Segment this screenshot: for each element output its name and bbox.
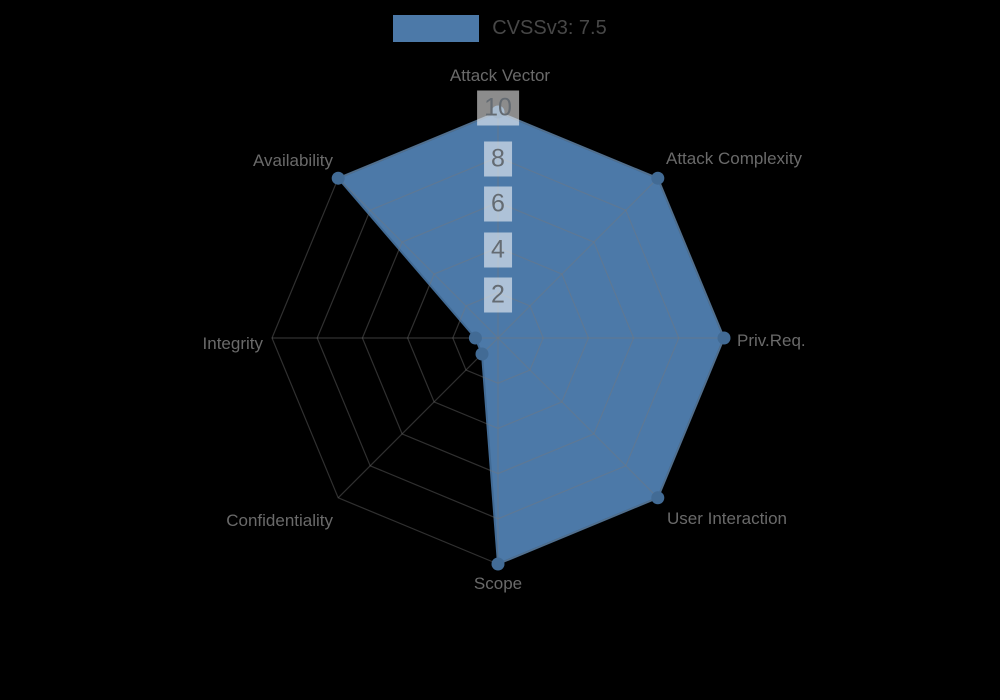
data-point[interactable]: [491, 557, 505, 571]
axis-label-scope: Scope: [473, 573, 523, 593]
axis-label-attack-complexity: Attack Complexity: [666, 148, 803, 168]
legend-item[interactable]: CVSSv3: 7.5: [0, 15, 1000, 42]
tick-label-2: 2: [484, 277, 512, 313]
tick-label-6: 6: [484, 186, 512, 222]
data-point[interactable]: [468, 331, 482, 345]
data-point[interactable]: [717, 331, 731, 345]
data-point[interactable]: [475, 347, 489, 361]
grid-spoke: [337, 337, 499, 499]
tick-label-4: 4: [484, 232, 512, 268]
axis-label-priv-req: Priv.Req.: [737, 330, 806, 350]
axis-label-integrity: Integrity: [202, 333, 263, 353]
axis-label-user-interaction: User Interaction: [667, 508, 787, 528]
grid-spoke: [497, 337, 659, 499]
axis-label-confidentiality: Confidentiality: [226, 510, 333, 530]
data-point[interactable]: [651, 491, 665, 505]
grid-spoke: [497, 177, 659, 339]
axis-label-attack-vector: Attack Vector: [449, 65, 551, 85]
legend-swatch: [393, 15, 480, 42]
tick-label-8: 8: [484, 141, 512, 177]
grid-ring: [316, 156, 680, 520]
grid-spoke: [337, 177, 499, 339]
axis-label-availability: Availability: [252, 150, 333, 170]
grid-ring: [361, 201, 635, 475]
grid-ring: [406, 246, 590, 430]
grid-ring: [452, 292, 544, 384]
legend-label: CVSSv3: 7.5: [492, 17, 607, 39]
tick-label-10: 10: [477, 90, 519, 126]
data-point[interactable]: [651, 171, 665, 185]
data-point[interactable]: [331, 171, 345, 185]
